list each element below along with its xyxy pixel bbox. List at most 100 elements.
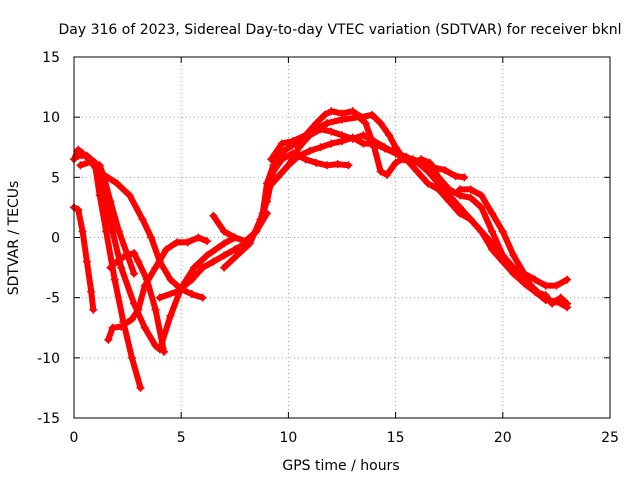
y-tick-label: 0: [51, 231, 60, 247]
data-point: [172, 287, 181, 296]
data-point: [162, 245, 171, 254]
data-point: [380, 143, 389, 152]
data-point: [327, 139, 336, 148]
x-tick-label: 20: [494, 430, 512, 446]
data-point: [455, 203, 464, 212]
data-point: [220, 239, 229, 248]
data-point: [460, 173, 469, 182]
data-point: [166, 311, 175, 320]
data-point: [273, 173, 282, 182]
series-arc-10: [220, 149, 353, 272]
data-point: [312, 119, 321, 128]
data-point: [368, 110, 377, 119]
data-point: [147, 233, 156, 242]
data-point: [541, 281, 550, 290]
data-point: [413, 157, 422, 166]
series-arc-13: [262, 125, 572, 290]
data-point: [209, 211, 218, 220]
series-arc-6: [104, 233, 211, 344]
axis-ticks: 0 5 10 15 20 25 -15 -10 -5 0 5 10 15: [37, 50, 619, 446]
data-point: [451, 172, 460, 181]
y-tick-label: 5: [51, 170, 60, 186]
data-point: [520, 269, 529, 278]
x-tick-label: 15: [387, 430, 405, 446]
series-arc-14: [455, 185, 542, 296]
data-point: [423, 179, 432, 188]
data-point: [106, 263, 115, 272]
data-point: [320, 110, 329, 119]
series-arc-1: [70, 203, 98, 314]
data-point: [277, 139, 286, 148]
data-point: [100, 170, 109, 179]
y-tick-label: 10: [42, 110, 60, 126]
data-point: [488, 227, 497, 236]
data-point: [256, 215, 265, 224]
series-arc-8: [155, 209, 271, 302]
data-point: [434, 179, 443, 188]
data-point: [455, 185, 464, 194]
data-point: [322, 119, 331, 128]
series-line: [274, 134, 571, 311]
data-point: [155, 293, 164, 302]
data-point: [391, 158, 400, 167]
data-point: [121, 251, 130, 260]
data-point: [383, 170, 392, 179]
data-point: [106, 197, 115, 206]
data-point: [391, 149, 400, 158]
data-point: [140, 323, 149, 332]
data-point: [78, 227, 87, 236]
data-point: [423, 167, 432, 176]
series-line: [75, 152, 238, 353]
series-arc-12: [273, 133, 572, 312]
x-tick-label: 5: [177, 430, 186, 446]
data-point: [466, 215, 475, 224]
data-point: [262, 197, 271, 206]
data-point: [230, 245, 239, 254]
data-point: [87, 287, 96, 296]
data-point: [134, 257, 143, 266]
data-point: [104, 335, 113, 344]
data-point: [338, 109, 346, 118]
data-point: [134, 305, 143, 314]
data-point: [160, 347, 169, 356]
data-point: [509, 263, 518, 272]
data-point: [344, 161, 353, 170]
x-tick-label: 25: [601, 430, 619, 446]
data-point: [530, 275, 539, 284]
data-point: [280, 146, 289, 155]
data-point: [316, 125, 325, 134]
data-point: [348, 107, 357, 116]
data-point: [245, 239, 254, 248]
data-point: [95, 161, 104, 170]
data-point: [202, 237, 211, 246]
data-point: [413, 167, 422, 176]
data-point: [82, 257, 91, 266]
data-point: [402, 152, 411, 161]
data-point: [277, 155, 286, 164]
data-point: [142, 275, 151, 284]
data-point: [117, 263, 126, 272]
data-point: [130, 299, 139, 308]
series-line: [101, 171, 206, 301]
data-point: [425, 158, 434, 167]
data-point: [87, 157, 96, 166]
data-point: [74, 151, 83, 160]
data-series-layer: [70, 107, 572, 392]
data-point: [110, 275, 119, 284]
data-point: [552, 297, 561, 306]
data-point: [361, 119, 370, 128]
data-point: [151, 305, 160, 314]
data-point: [440, 166, 449, 175]
data-point: [541, 296, 550, 305]
data-point: [220, 263, 229, 272]
data-point: [445, 191, 454, 200]
data-point: [333, 160, 342, 169]
data-point: [220, 251, 229, 260]
data-point: [526, 281, 535, 290]
data-point: [187, 290, 196, 299]
data-point: [112, 179, 121, 188]
data-point: [370, 137, 379, 146]
data-point: [89, 305, 98, 314]
